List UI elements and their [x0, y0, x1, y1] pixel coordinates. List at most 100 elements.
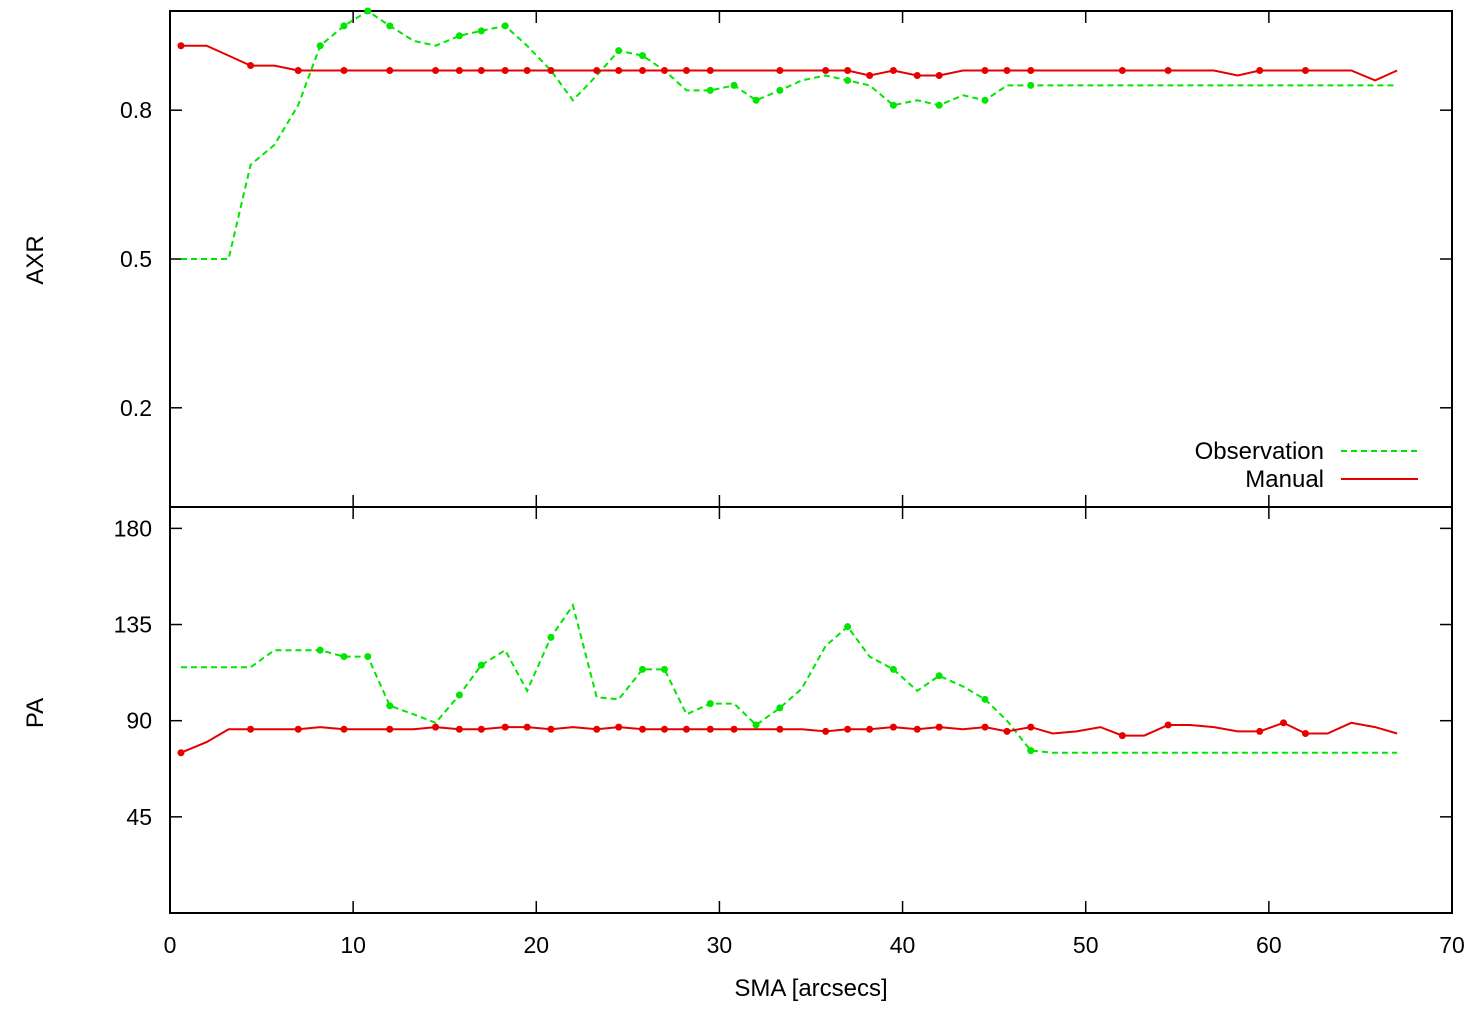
- xtick-label: 0: [164, 932, 177, 958]
- axr-point-manual: [844, 67, 852, 75]
- pa-ytick-label: 180: [114, 515, 152, 541]
- axr-point-manual: [432, 67, 440, 75]
- axr-point-observation: [844, 76, 852, 84]
- pa-point-manual: [1003, 727, 1011, 735]
- axr-point-manual: [913, 71, 921, 79]
- pa-point-observation: [889, 665, 897, 673]
- axr-point-manual: [822, 67, 830, 75]
- axr-point-manual: [935, 71, 943, 79]
- axr-point-observation: [1027, 81, 1035, 89]
- xtick-label: 30: [707, 932, 733, 958]
- pa-point-observation: [364, 653, 372, 661]
- axr-point-manual: [776, 67, 784, 75]
- axr-point-observation: [386, 22, 394, 30]
- pa-point-manual: [455, 725, 463, 733]
- legend-label-manual: Manual: [1245, 466, 1324, 493]
- axr-point-observation: [316, 42, 324, 50]
- pa-point-observation: [477, 661, 485, 669]
- pa-point-observation: [386, 702, 394, 710]
- pa-plot-frame: [169, 506, 1453, 914]
- pa-point-manual: [660, 725, 668, 733]
- axr-point-observation: [501, 22, 509, 30]
- axr-point-manual: [889, 67, 897, 75]
- axr-point-manual: [1027, 67, 1035, 75]
- pa-point-observation: [316, 646, 324, 654]
- pa-point-manual: [177, 749, 185, 757]
- pa-point-manual: [981, 723, 989, 731]
- pa-point-manual: [294, 725, 302, 733]
- pa-point-observation: [639, 665, 647, 673]
- pa-point-manual: [776, 725, 784, 733]
- axr-point-manual: [455, 67, 463, 75]
- pa-point-manual: [1256, 727, 1264, 735]
- pa-point-manual: [1164, 721, 1172, 729]
- axr-series-manual: [181, 44, 1398, 82]
- pa-point-manual: [247, 725, 255, 733]
- axr-point-observation: [615, 47, 623, 55]
- pa-point-observation: [660, 665, 668, 673]
- pa-point-manual: [1118, 732, 1126, 740]
- pa-point-manual: [639, 725, 647, 733]
- y-axis-title-pa: PA: [22, 698, 49, 728]
- axr-point-manual: [615, 67, 623, 75]
- pa-point-observation: [935, 672, 943, 680]
- axr-point-manual: [177, 42, 185, 50]
- xtick-label: 40: [890, 932, 916, 958]
- legend-label-observation: Observation: [1195, 438, 1324, 465]
- axr-point-manual: [247, 62, 255, 70]
- pa-point-manual: [1280, 719, 1288, 727]
- pa-point-observation: [776, 704, 784, 712]
- pa-point-manual: [706, 725, 714, 733]
- pa-ytick-label: 45: [126, 804, 152, 830]
- legend: Observation Manual: [1195, 438, 1418, 493]
- pa-point-observation: [455, 691, 463, 699]
- xtick-label: 50: [1073, 932, 1099, 958]
- axr-point-observation: [889, 101, 897, 109]
- axr-point-observation: [477, 27, 485, 35]
- pa-point-manual: [866, 725, 874, 733]
- axr-point-manual: [477, 67, 485, 75]
- xtick-label: 20: [523, 932, 549, 958]
- axr-point-manual: [1301, 67, 1309, 75]
- axr-point-manual: [981, 67, 989, 75]
- pa-point-manual: [501, 723, 509, 731]
- axr-point-observation: [935, 101, 943, 109]
- xtick-label: 70: [1439, 932, 1465, 958]
- axr-ytick-label: 0.5: [120, 246, 152, 272]
- axr-point-manual: [386, 67, 394, 75]
- axr-point-manual: [682, 67, 690, 75]
- axr-point-observation: [706, 86, 714, 94]
- pa-point-manual: [1301, 730, 1309, 738]
- pa-panel: 45 90 135 180 0 10 20 30 40 50 60 70: [114, 506, 1465, 958]
- xtick-label: 60: [1256, 932, 1282, 958]
- pa-point-manual: [844, 725, 852, 733]
- axr-point-manual: [1118, 67, 1126, 75]
- pa-point-manual: [615, 723, 623, 731]
- y-axis-title-axr: AXR: [22, 235, 49, 284]
- pa-point-manual: [523, 723, 531, 731]
- axr-point-observation: [752, 96, 760, 104]
- axr-point-manual: [1164, 67, 1172, 75]
- pa-point-manual: [432, 723, 440, 731]
- axr-point-observation: [981, 96, 989, 104]
- pa-series-manual: [180, 721, 1398, 754]
- pa-point-manual: [730, 725, 738, 733]
- axr-point-observation: [364, 7, 372, 15]
- axr-point-observation: [455, 32, 463, 40]
- pa-point-manual: [593, 725, 601, 733]
- pa-point-manual: [1027, 723, 1035, 731]
- axr-series-observation: [181, 9, 1398, 260]
- pa-point-manual: [386, 725, 394, 733]
- pa-point-observation: [547, 633, 555, 641]
- axr-panel: 0.2 0.5 0.8: [120, 7, 1453, 508]
- axr-point-manual: [1003, 67, 1011, 75]
- axr-point-manual: [706, 67, 714, 75]
- axr-ytick-label: 0.8: [120, 97, 152, 123]
- pa-series-observation: [181, 602, 1398, 754]
- axr-point-observation: [340, 22, 348, 30]
- pa-point-observation: [981, 695, 989, 703]
- pa-point-observation: [1027, 747, 1035, 755]
- axr-point-observation: [639, 52, 647, 60]
- pa-point-manual: [822, 727, 830, 735]
